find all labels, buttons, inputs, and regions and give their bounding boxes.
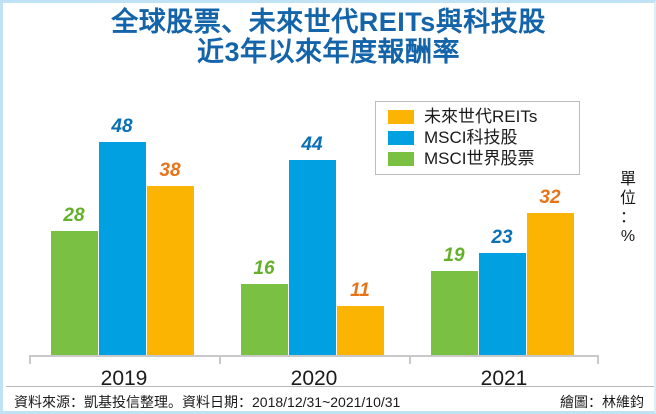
bar-label-2021-msci-tech: 23: [491, 227, 513, 248]
legend-label-msci-tech: MSCI科技股: [424, 128, 518, 147]
x-tick-label-2021: 2021: [480, 367, 528, 390]
footer-source-text: 資料來源：凱基投信整理。資料日期：2018/12/31~2021/10/31: [14, 394, 401, 410]
legend-label-reits: 未來世代REITs: [424, 107, 538, 126]
legend-item-msci-tech[interactable]: MSCI科技股: [388, 127, 573, 148]
legend-item-reits[interactable]: 未來世代REITs: [388, 106, 573, 127]
legend-swatch-msci-tech-icon: [388, 130, 414, 145]
unit-label-char-3: ：: [619, 208, 636, 226]
legend-item-msci-world[interactable]: MSCI世界股票: [388, 148, 573, 169]
bar-label-2019-msci-world: 28: [63, 205, 85, 226]
footer-credit-text: 繪圖：林維鈞: [560, 394, 644, 410]
bar-label-2020-msci-tech: 44: [301, 134, 323, 155]
bar-group-2019: 28 48 38: [29, 97, 219, 355]
unit-label-char-1: 單: [619, 171, 636, 188]
bar-2021-msci-tech[interactable]: [479, 253, 526, 355]
axis-tick-start: [29, 355, 31, 364]
bar-2019-msci-tech[interactable]: [99, 142, 146, 355]
title-line-2: 近3年以來年度報酬率: [196, 37, 461, 68]
legend-label-msci-world: MSCI世界股票: [424, 149, 535, 168]
plot-area: 28 48 38 16 44 11 19 23 32 2019 2020 202…: [29, 95, 599, 390]
bar-2020-reits[interactable]: [337, 306, 384, 355]
bar-2019-reits[interactable]: [147, 186, 194, 355]
title-line-1: 全球股票、未來世代REITs與科技股: [111, 7, 546, 37]
x-tick-label-2019: 2019: [100, 367, 148, 390]
bar-label-2021-msci-world: 19: [443, 245, 465, 266]
chart-legend: 未來世代REITs MSCI科技股 MSCI世界股票: [375, 101, 580, 175]
footer: 資料來源：凱基投信整理。資料日期：2018/12/31~2021/10/31 繪…: [3, 390, 654, 411]
unit-label: 單 位 ： %: [613, 171, 643, 247]
x-axis-line: [29, 355, 599, 357]
x-tick-label-2020: 2020: [290, 367, 338, 390]
bar-label-2019-msci-tech: 48: [111, 116, 133, 137]
bar-label-2020-reits: 11: [350, 280, 370, 301]
bar-label-2019-reits: 38: [159, 160, 181, 181]
bar-group-2020: 16 44 11: [219, 97, 409, 355]
page-title: 全球股票、未來世代REITs與科技股 近3年以來年度報酬率: [3, 7, 654, 67]
legend-swatch-reits-icon: [388, 109, 414, 124]
axis-tick-1: [219, 355, 221, 364]
bar-group-2021: 19 23 32: [409, 97, 599, 355]
bar-2021-reits[interactable]: [527, 213, 574, 355]
bar-2019-msci-world[interactable]: [51, 231, 98, 355]
footer-divider: [6, 386, 654, 387]
unit-label-char-4: %: [620, 227, 636, 245]
axis-tick-end: [597, 355, 599, 364]
bar-label-2021-reits: 32: [539, 187, 561, 208]
bar-2021-msci-world[interactable]: [431, 271, 478, 355]
bar-label-2020-msci-world: 16: [253, 258, 275, 279]
legend-swatch-msci-world-icon: [388, 151, 414, 166]
bar-2020-msci-tech[interactable]: [289, 160, 336, 355]
bar-2020-msci-world[interactable]: [241, 284, 288, 355]
unit-label-char-2: 位: [619, 189, 636, 207]
axis-tick-2: [409, 355, 411, 364]
